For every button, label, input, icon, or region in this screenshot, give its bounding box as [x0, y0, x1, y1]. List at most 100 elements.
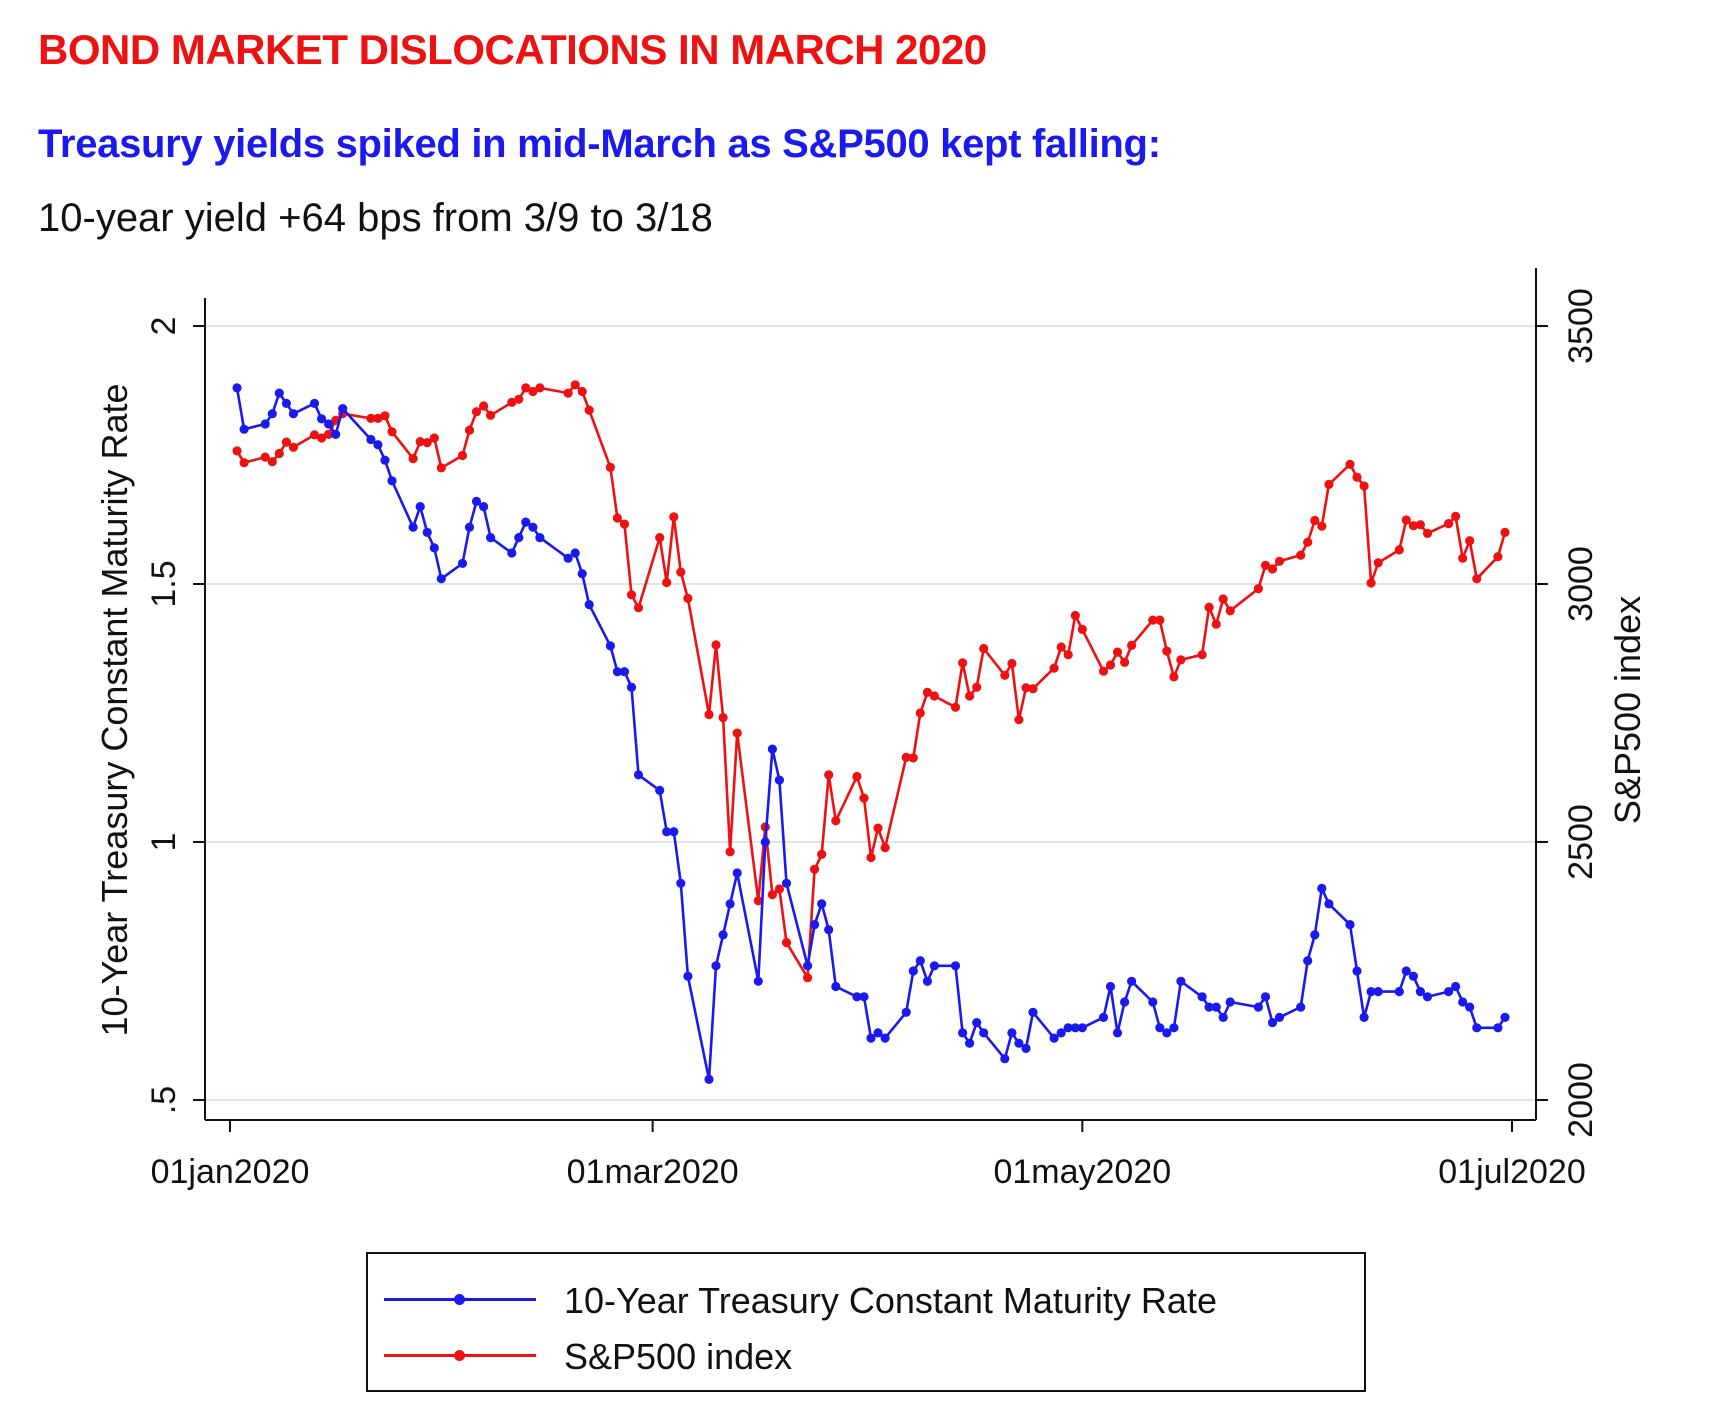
yield-point: [1260, 992, 1271, 1002]
sp500-point: [1317, 521, 1327, 531]
sp500-point: [824, 770, 834, 780]
sp500-point: [880, 843, 890, 853]
legend-label-yield: 10-Year Treasury Constant Maturity Rate: [564, 1280, 1217, 1321]
yield-point: [1408, 971, 1418, 981]
yield-point: [605, 641, 616, 651]
sp500-point: [1056, 642, 1066, 652]
sp500-point: [1098, 666, 1109, 676]
yield-point: [521, 517, 531, 527]
sp500-point: [1127, 640, 1137, 651]
sp500-point: [1176, 655, 1186, 665]
yield-point: [1359, 1012, 1369, 1023]
sp500-point: [1352, 472, 1362, 482]
yield-point: [1324, 899, 1334, 909]
chart: .5 1 1.5 2 2000 2500 3000 3500 01jan2020 01mar202…: [94, 268, 1648, 1191]
yield-point: [528, 522, 538, 532]
yield-point: [852, 992, 862, 1002]
yield-point: [373, 440, 383, 450]
yield-point: [1422, 992, 1433, 1002]
yield-point: [655, 785, 665, 796]
sp500-point: [521, 383, 531, 393]
yield-point: [1056, 1028, 1066, 1038]
yield-point: [1169, 1023, 1179, 1033]
y-left-tick-label: 1.5: [145, 560, 183, 607]
sp500-point: [1253, 584, 1263, 594]
y-left-tick-label: 1: [145, 833, 183, 852]
sp500-point: [1415, 520, 1425, 530]
sp500-point: [1373, 558, 1383, 568]
yield-point: [1218, 1012, 1228, 1023]
sp500-point: [535, 383, 545, 393]
x-tick-label: 01jul2020: [1438, 1153, 1585, 1191]
sp500-point: [486, 410, 496, 420]
yield-point: [718, 930, 728, 940]
sp500-point: [1028, 684, 1038, 694]
sp500-point: [1422, 528, 1433, 539]
yield-point: [619, 667, 630, 677]
sp500-point: [267, 457, 277, 467]
yield-point: [387, 476, 397, 486]
sp500-point: [471, 407, 482, 417]
yield-point: [880, 1033, 890, 1043]
sp500-point: [1465, 536, 1475, 546]
sp500-point: [415, 437, 425, 447]
yield-point: [408, 522, 418, 532]
sp500-point: [866, 852, 876, 863]
yield-point: [563, 553, 573, 563]
sp500-point: [1296, 550, 1306, 560]
yield-point: [535, 533, 545, 543]
sp500-point: [662, 577, 672, 588]
yield-point: [1000, 1054, 1010, 1064]
y-left-axis-title: 10-Year Treasury Constant Maturity Rate: [94, 384, 135, 1037]
sp500-point: [1274, 556, 1285, 566]
sp500-point: [1162, 646, 1172, 656]
sp500-point: [387, 427, 397, 437]
slide-caption: 10-year yield +64 bps from 3/9 to 3/18: [38, 196, 713, 240]
yield-point: [817, 899, 827, 909]
yield-point: [331, 429, 341, 439]
sp500-point: [873, 823, 883, 833]
yield-point: [1472, 1023, 1482, 1033]
yield-point: [267, 409, 277, 419]
ticks: .5 1 1.5 2 2000 2500 3000 3500 01jan2020 01mar202…: [145, 288, 1600, 1191]
sp500-point: [1500, 527, 1510, 538]
yield-point: [570, 548, 580, 558]
yield-point: [1267, 1018, 1278, 1028]
yield-point: [260, 419, 270, 429]
yield-point: [577, 569, 587, 579]
yield-point: [633, 770, 644, 780]
sp500-point: [605, 462, 616, 472]
sp500-line: [235, 383, 1507, 980]
sp500-point: [1197, 650, 1207, 660]
sp500-point: [683, 593, 693, 604]
yield-point: [1401, 966, 1411, 976]
yield-point: [1274, 1012, 1285, 1023]
yield-point: [915, 956, 925, 966]
sp500-point: [366, 413, 376, 423]
sp500-point: [1021, 683, 1031, 693]
yield-point: [626, 682, 637, 692]
sp500-point: [1394, 545, 1404, 555]
yield-point: [1120, 997, 1130, 1007]
yield-point: [274, 388, 284, 398]
sp500-point: [528, 386, 538, 397]
yield-point: [859, 992, 869, 1002]
sp500-point: [753, 896, 763, 906]
yield-point: [1162, 1028, 1172, 1038]
y-right-tick-label: 3000: [1562, 546, 1600, 622]
yield-point: [1296, 1002, 1306, 1012]
sp500-point: [965, 691, 975, 701]
sp500-point: [309, 430, 320, 440]
sp500-point: [817, 849, 827, 860]
sp500-point: [803, 973, 813, 983]
yield-point: [514, 533, 524, 543]
yield-point: [704, 1074, 714, 1084]
yield-point: [1148, 997, 1158, 1007]
sp500-point: [1225, 606, 1235, 616]
yield-point: [725, 899, 735, 909]
sp500-point: [507, 397, 517, 407]
yield-point: [239, 424, 249, 434]
legend-label-sp500: S&P500 index: [564, 1336, 793, 1377]
sp500-point: [1014, 715, 1024, 725]
sp500-series: [232, 380, 1510, 983]
